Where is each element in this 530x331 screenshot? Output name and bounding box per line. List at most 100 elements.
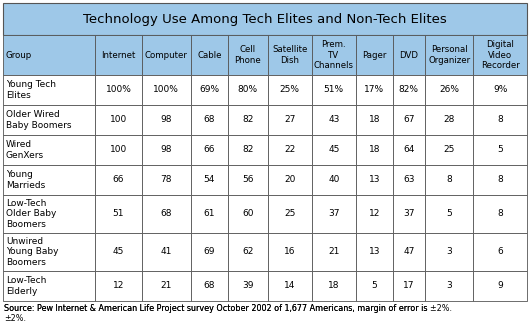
- Bar: [228, 35, 268, 75]
- Text: 66: 66: [113, 175, 124, 184]
- Text: Internet: Internet: [101, 51, 136, 60]
- Bar: [356, 35, 393, 75]
- Text: 17: 17: [403, 281, 414, 291]
- Bar: [191, 35, 228, 75]
- Text: Low-Tech
Elderly: Low-Tech Elderly: [6, 276, 47, 296]
- Bar: [95, 105, 142, 135]
- Text: Technology Use Among Tech Elites and Non-Tech Elites: Technology Use Among Tech Elites and Non…: [83, 13, 447, 25]
- Bar: [228, 271, 268, 301]
- Bar: [95, 271, 142, 301]
- Bar: [425, 271, 473, 301]
- Bar: [3, 75, 95, 105]
- Text: Low-Tech
Older Baby
Boomers: Low-Tech Older Baby Boomers: [6, 199, 56, 229]
- Text: 100%: 100%: [153, 85, 179, 94]
- Bar: [228, 233, 268, 271]
- Bar: [356, 195, 393, 233]
- Bar: [268, 135, 312, 165]
- Text: DVD: DVD: [400, 51, 418, 60]
- Text: 18: 18: [368, 116, 380, 124]
- Text: Source: Pew Internet & American Life Project survey October 2002 of 1,677 Americ: Source: Pew Internet & American Life Pro…: [4, 304, 428, 323]
- Bar: [393, 195, 425, 233]
- Text: 100: 100: [110, 116, 127, 124]
- Bar: [312, 165, 356, 195]
- Bar: [3, 271, 95, 301]
- Text: Wired
GenXers: Wired GenXers: [6, 140, 44, 160]
- Bar: [425, 135, 473, 165]
- Text: Source: Pew Internet & American Life Project survey October 2002 of 1,677 Americ: Source: Pew Internet & American Life Pro…: [4, 304, 452, 313]
- Bar: [228, 105, 268, 135]
- Text: 17%: 17%: [364, 85, 384, 94]
- Bar: [268, 195, 312, 233]
- Bar: [473, 271, 527, 301]
- Text: Older Wired
Baby Boomers: Older Wired Baby Boomers: [6, 110, 72, 130]
- Bar: [393, 135, 425, 165]
- Bar: [3, 105, 95, 135]
- Text: 8: 8: [497, 175, 503, 184]
- Bar: [473, 165, 527, 195]
- Text: Cell
Phone: Cell Phone: [234, 45, 261, 65]
- Text: 98: 98: [161, 116, 172, 124]
- Text: Young Tech
Elites: Young Tech Elites: [6, 80, 56, 100]
- Text: 62: 62: [242, 248, 253, 257]
- Bar: [191, 271, 228, 301]
- Text: 82: 82: [242, 146, 253, 155]
- Text: Personal
Organizer: Personal Organizer: [428, 45, 470, 65]
- Bar: [228, 165, 268, 195]
- Text: 25: 25: [284, 210, 295, 218]
- Text: 39: 39: [242, 281, 253, 291]
- Bar: [393, 35, 425, 75]
- Bar: [3, 233, 95, 271]
- Text: 69: 69: [204, 248, 215, 257]
- Text: 56: 56: [242, 175, 253, 184]
- Bar: [473, 75, 527, 105]
- Text: 78: 78: [161, 175, 172, 184]
- Bar: [393, 105, 425, 135]
- Bar: [473, 35, 527, 75]
- Bar: [228, 195, 268, 233]
- Bar: [191, 105, 228, 135]
- Bar: [268, 105, 312, 135]
- Text: 98: 98: [161, 146, 172, 155]
- Bar: [142, 233, 191, 271]
- Bar: [425, 105, 473, 135]
- Bar: [356, 75, 393, 105]
- Bar: [191, 75, 228, 105]
- Text: 61: 61: [204, 210, 215, 218]
- Text: 25: 25: [444, 146, 455, 155]
- Bar: [268, 233, 312, 271]
- Text: 16: 16: [284, 248, 295, 257]
- Text: 37: 37: [403, 210, 414, 218]
- Bar: [268, 165, 312, 195]
- Text: 51: 51: [113, 210, 124, 218]
- Bar: [142, 35, 191, 75]
- Bar: [473, 105, 527, 135]
- Text: 41: 41: [161, 248, 172, 257]
- Text: Computer: Computer: [145, 51, 188, 60]
- Bar: [191, 135, 228, 165]
- Bar: [95, 135, 142, 165]
- Bar: [312, 233, 356, 271]
- Bar: [191, 195, 228, 233]
- Text: 8: 8: [446, 175, 452, 184]
- Bar: [312, 35, 356, 75]
- Bar: [142, 105, 191, 135]
- Bar: [3, 35, 95, 75]
- Text: 27: 27: [284, 116, 295, 124]
- Bar: [393, 271, 425, 301]
- Bar: [191, 165, 228, 195]
- Text: 13: 13: [368, 175, 380, 184]
- Text: Pager: Pager: [362, 51, 386, 60]
- Text: Group: Group: [6, 51, 32, 60]
- Bar: [312, 135, 356, 165]
- Bar: [356, 165, 393, 195]
- Bar: [425, 35, 473, 75]
- Text: 18: 18: [328, 281, 340, 291]
- Bar: [95, 35, 142, 75]
- Bar: [393, 75, 425, 105]
- Bar: [95, 233, 142, 271]
- Text: 26%: 26%: [439, 85, 460, 94]
- Text: 40: 40: [328, 175, 340, 184]
- Bar: [312, 271, 356, 301]
- Text: 45: 45: [328, 146, 340, 155]
- Bar: [473, 195, 527, 233]
